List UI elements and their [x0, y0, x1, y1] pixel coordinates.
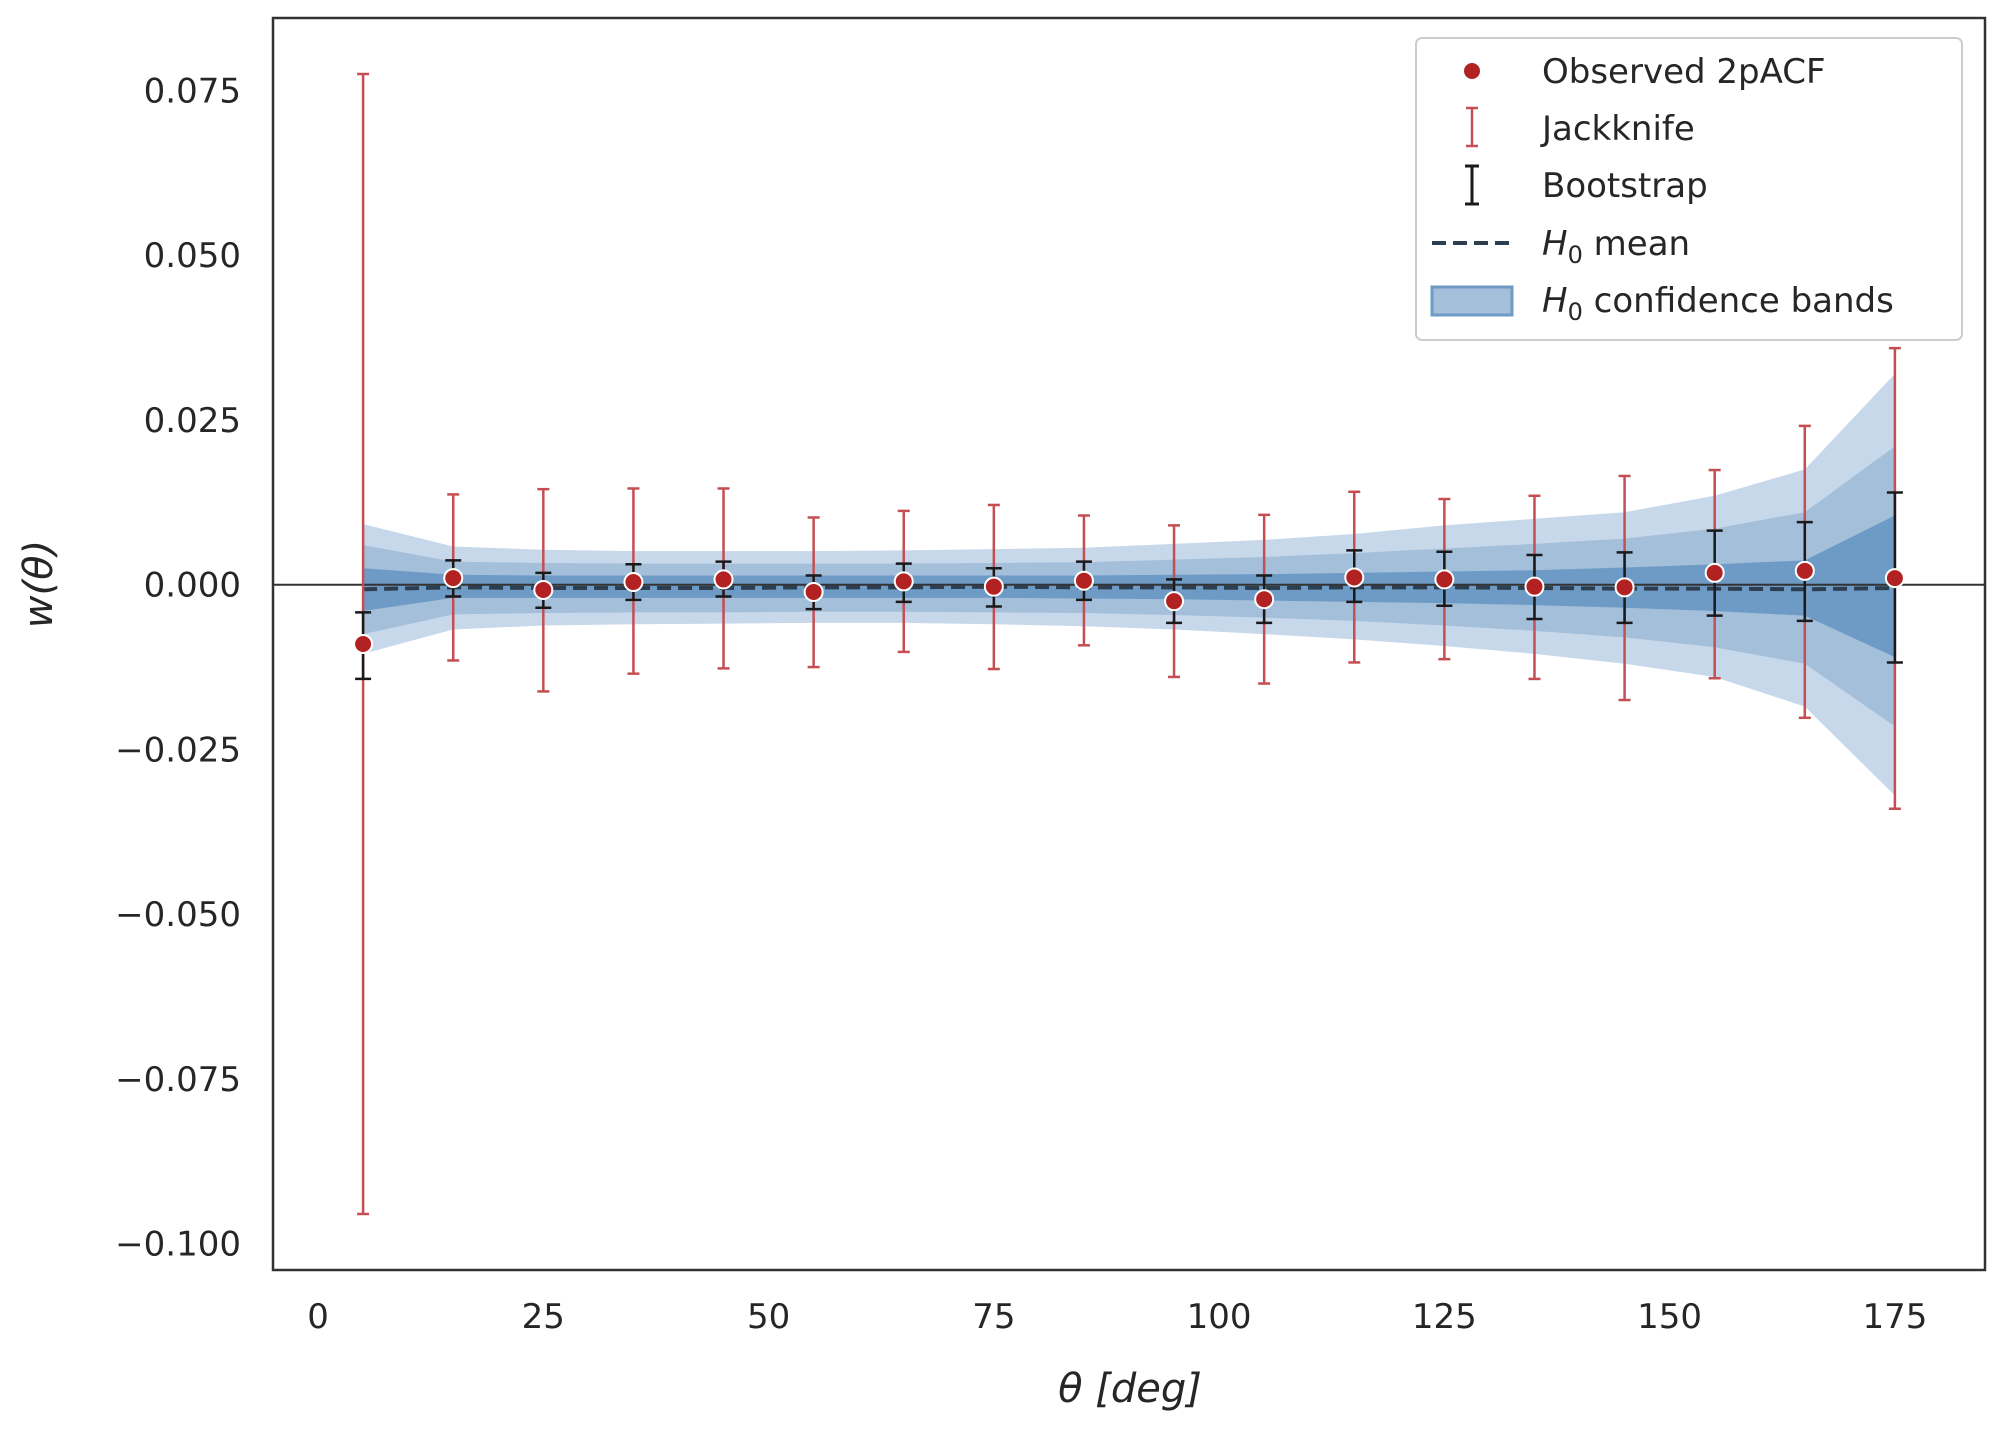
x-tick-label: 50: [747, 1297, 790, 1337]
observed-point: [803, 581, 824, 602]
observed-point: [1164, 591, 1185, 612]
observed-point: [1704, 562, 1725, 583]
legend-jackknife-marker: [1466, 106, 1478, 148]
h0-mean-path: [363, 584, 1895, 592]
x-tick-label: 125: [1412, 1297, 1477, 1337]
h0-mean-line: [363, 584, 1895, 592]
y-tick-label: −0.075: [115, 1060, 241, 1100]
y-tick-label: −0.050: [115, 895, 241, 935]
y-tick-label: 0.025: [144, 401, 241, 441]
observed-point: [713, 569, 734, 590]
observed-point: [623, 572, 644, 593]
x-axis-ticks: 0 25 50 75 100 125 150 175: [307, 1297, 1927, 1337]
y-axis-ticks: −0.100 −0.075 −0.050 −0.025 0.000 0.025 0.050 0…: [115, 71, 241, 1264]
observed-point: [1794, 560, 1815, 581]
observed-point: [1344, 567, 1365, 588]
x-tick-label: 175: [1862, 1297, 1927, 1337]
observed-point: [1073, 570, 1094, 591]
x-tick-label: 100: [1187, 1297, 1252, 1337]
observed-point: [533, 579, 554, 600]
x-tick-label: 75: [972, 1297, 1015, 1337]
x-axis-label: θ [deg]: [1058, 1366, 1202, 1412]
observed-point: [1884, 568, 1905, 589]
legend-h0-bands-marker: [1430, 285, 1514, 317]
observed-point: [893, 571, 914, 592]
legend-jackknife-label: Jackknife: [1540, 109, 1695, 149]
observed-point: [1614, 577, 1635, 598]
legend-observed-label: Observed 2pACF: [1542, 52, 1826, 92]
observed-point: [1254, 589, 1275, 610]
y-tick-label: 0.000: [144, 566, 241, 606]
observed-point: [983, 576, 1004, 597]
y-axis-label: w(θ): [16, 540, 62, 628]
observed-point: [443, 568, 464, 589]
legend-bootstrap-marker: [1465, 164, 1479, 206]
legend-h0-bands-label: H0 confidence bands: [1542, 281, 1894, 326]
observed-point: [1434, 569, 1455, 590]
legend-bootstrap-label: Bootstrap: [1542, 166, 1708, 206]
legend: Observed 2pACF Jackknife Bootstrap H0 me…: [1415, 37, 1963, 341]
plot-frame: [271, 16, 1987, 1272]
y-tick-label: −0.025: [115, 730, 241, 770]
legend-observed-marker: [1464, 63, 1480, 79]
legend-box: [1415, 37, 1963, 341]
y-tick-label: 0.050: [144, 236, 241, 276]
observed-point: [353, 634, 374, 654]
y-tick-label: 0.075: [144, 71, 241, 111]
x-tick-label: 25: [522, 1297, 565, 1337]
observed-point: [1524, 576, 1545, 597]
observed-points: [353, 560, 1905, 654]
legend-h0-mean-label: H0 mean: [1542, 224, 1690, 269]
x-tick-label: 150: [1637, 1297, 1702, 1337]
x-tick-label: 0: [307, 1297, 329, 1337]
y-tick-label: −0.100: [115, 1225, 241, 1265]
